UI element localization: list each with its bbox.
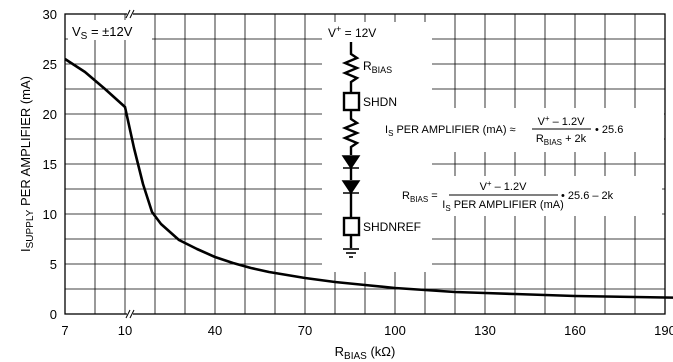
vplus-label: V+ = 12V bbox=[328, 24, 376, 40]
x-tick-label: 130 bbox=[474, 323, 496, 338]
svg-text:RBIAS =: RBIAS = bbox=[402, 190, 438, 204]
formula-supply-current: IS PER AMPLIFIER (mA) ≈ V+ – 1.2V RBIAS … bbox=[384, 108, 664, 152]
svg-text:V+ – 1.2V: V+ – 1.2V bbox=[480, 179, 528, 193]
svg-text:• 25.6 – 2k: • 25.6 – 2k bbox=[561, 190, 614, 202]
ground-icon bbox=[343, 248, 359, 258]
x-tick-label: 70 bbox=[298, 323, 312, 338]
y-tick-labels: 0 5 10 15 20 25 30 bbox=[43, 7, 57, 322]
svg-text:IS PER AMPLIFIER (mA): IS PER AMPLIFIER (mA) bbox=[442, 199, 563, 213]
diode-2 bbox=[341, 180, 361, 195]
x-tick-label: 7 bbox=[61, 323, 68, 338]
y-tick-label: 25 bbox=[43, 57, 57, 72]
x-tick-label: 40 bbox=[208, 323, 222, 338]
svg-text:RBIAS + 2k: RBIAS + 2k bbox=[536, 133, 587, 147]
shdn-label: SHDN bbox=[363, 95, 397, 109]
y-axis-label: ISUPPLY PER AMPLIFIER (mA) bbox=[18, 76, 36, 252]
rbias-label: RBIAS bbox=[363, 59, 392, 75]
x-tick-label: 100 bbox=[384, 323, 406, 338]
svg-text:V+ – 1.2V: V+ – 1.2V bbox=[538, 114, 586, 128]
y-tick-label: 15 bbox=[43, 157, 57, 172]
shdnref-label: SHDNREF bbox=[363, 220, 421, 234]
plot-frame bbox=[64, 13, 666, 315]
y-tick-label: 5 bbox=[50, 257, 57, 272]
svg-text:IS PER AMPLIFIER (mA) ≈: IS PER AMPLIFIER (mA) ≈ bbox=[385, 124, 516, 138]
x-tick-label: 10 bbox=[118, 323, 132, 338]
vs-annotation: VS = ±12V bbox=[72, 24, 133, 42]
rbias-resistor bbox=[341, 42, 361, 93]
axis-break-top bbox=[125, 8, 135, 20]
diode-1 bbox=[341, 155, 361, 170]
y-tick-label: 20 bbox=[43, 107, 57, 122]
y-tick-label: 10 bbox=[43, 207, 57, 222]
series-line bbox=[64, 57, 673, 299]
svg-text:• 25.6: • 25.6 bbox=[595, 124, 623, 136]
internal-resistor bbox=[341, 110, 361, 155]
x-axis-label: RBIAS (kΩ) bbox=[335, 344, 396, 362]
axis-break-bottom bbox=[125, 308, 135, 320]
y-tick-label: 0 bbox=[50, 307, 57, 322]
y-tick-label: 30 bbox=[43, 7, 57, 22]
formula-rbias: RBIAS = V+ – 1.2V IS PER AMPLIFIER (mA) … bbox=[400, 176, 662, 216]
x-tick-label: 190 bbox=[654, 323, 673, 338]
x-tick-labels: 7 10 40 70 100 130 160 190 bbox=[61, 323, 673, 338]
x-tick-label: 160 bbox=[564, 323, 586, 338]
